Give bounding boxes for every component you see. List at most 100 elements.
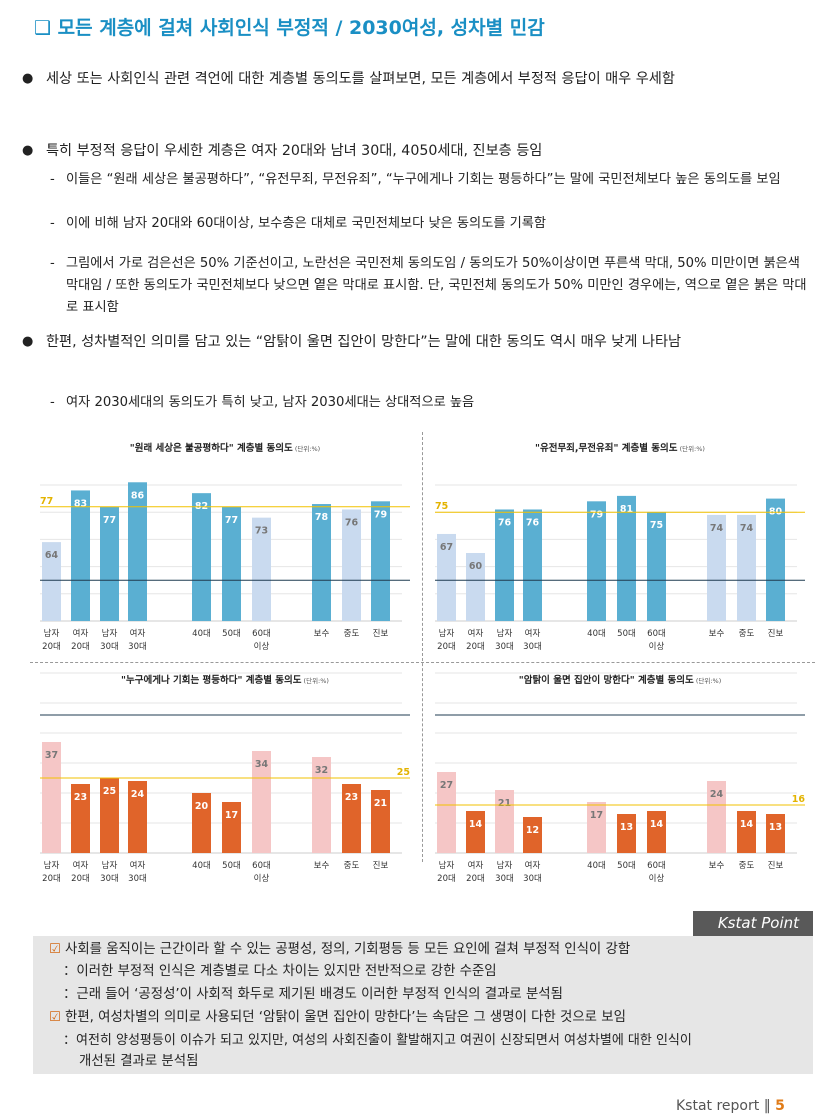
category-label: 남자 <box>497 861 513 871</box>
paragraph-1: ● 세상 또는 사회인식 관련 격언에 대한 계층별 동의도를 살펴보면, 모든… <box>22 66 813 92</box>
data-label: 76 <box>498 517 512 528</box>
kstat-point-tag: Kstat Point <box>693 911 813 936</box>
category-label: 여자 <box>130 628 146 639</box>
data-label: 37 <box>45 750 58 761</box>
category-label: 30대 <box>495 642 514 652</box>
dash-icon: - <box>50 172 55 187</box>
bar <box>466 811 485 853</box>
kstat-line-4-text: 한편, 여성차별의 의미로 사용되던 ‘암탉이 울면 집안이 망한다’는 속담은… <box>65 1010 626 1025</box>
category-label: 60대 <box>252 861 271 871</box>
data-label: 17 <box>225 810 238 821</box>
bar <box>342 784 361 853</box>
data-label: 27 <box>440 780 453 791</box>
bar <box>587 802 606 853</box>
category-label: 여자 <box>73 860 89 871</box>
data-label: 14 <box>740 819 754 830</box>
category-label: 20대 <box>71 642 90 652</box>
kstat-line-6: 개선된 결과로 분석됨 <box>79 1054 199 1069</box>
bar <box>707 514 726 621</box>
bar <box>252 751 271 853</box>
kstat-line-1-text: 사회를 움직이는 근간이라 할 수 있는 공평성, 정의, 기회평등 등 모든 … <box>65 942 631 957</box>
sub-item-1-text: 이들은 “원래 세상은 불공평하다”, “유전무죄, 무전유죄”, “누구에게나… <box>66 172 781 187</box>
category-label: 30대 <box>100 874 119 884</box>
bar <box>587 501 606 621</box>
category-label: 20대 <box>437 874 456 884</box>
data-label: 64 <box>45 550 59 561</box>
chart-unit: (단위:%) <box>694 676 721 685</box>
chart-title: "누구에게나 기회는 평등하다" 계층별 동의도 (단위:%) <box>121 674 329 686</box>
category-label: 여자 <box>130 860 146 871</box>
data-label: 74 <box>740 523 754 534</box>
category-label: 중도 <box>344 861 360 871</box>
category-label: 남자 <box>102 861 118 871</box>
chart-equal-opportunity-svg: "누구에게나 기회는 평등하다" 계층별 동의도 (단위:%) 37 남자 20대 23… <box>40 672 410 884</box>
bar <box>252 517 271 621</box>
data-label: 75 <box>650 520 663 531</box>
kstat-line-4: ☑ 한편, 여성차별의 의미로 사용되던 ‘암탉이 울면 집안이 망한다’는 속담… <box>49 1007 801 1028</box>
category-label: 진보 <box>373 628 389 639</box>
category-label: 여자 <box>525 628 541 639</box>
page-number: 5 <box>775 1098 785 1114</box>
data-label: 83 <box>74 498 87 509</box>
bar <box>71 490 90 621</box>
dash-icon: - <box>50 256 55 271</box>
bar <box>222 802 241 853</box>
chart-divider-horizontal <box>30 662 815 663</box>
reference-label: 77 <box>40 496 53 507</box>
bar <box>707 781 726 853</box>
category-label: 진보 <box>768 860 784 871</box>
category-label: 30대 <box>128 642 147 652</box>
bar <box>437 533 456 621</box>
page-footer: Kstat report ‖ 5 <box>676 1098 785 1114</box>
data-label: 77 <box>225 515 238 526</box>
data-label: 23 <box>74 792 87 803</box>
bullet-icon: ● <box>22 143 34 158</box>
data-label: 13 <box>620 822 633 833</box>
data-label: 86 <box>131 490 145 501</box>
reference-label: 16 <box>792 794 806 805</box>
sub-item-4: - 여자 2030세대의 동의도가 특히 낮고, 남자 2030세대는 상대적으… <box>50 392 813 414</box>
category-label: 남자 <box>439 861 455 871</box>
chart-unit: (단위:%) <box>293 444 320 453</box>
bar <box>647 512 666 621</box>
paragraph-3: ● 한편, 성차별적인 의미를 담고 있는 “암탉이 울면 집안이 망한다”는 … <box>22 329 813 355</box>
chart-hen-crows: "암탉이 울면 집안이 망한다" 계층별 동의도 (단위:%) 27 남자 20대 14… <box>425 664 815 892</box>
dash-icon: - <box>50 395 55 410</box>
bar <box>371 501 390 621</box>
bar <box>100 506 119 621</box>
bar <box>495 509 514 621</box>
bar <box>523 509 542 621</box>
bullet-icon: ● <box>22 334 34 349</box>
bullet-icon: ● <box>22 71 34 86</box>
data-label: 67 <box>440 542 453 553</box>
sub-item-1: - 이들은 “원래 세상은 불공평하다”, “유전무죄, 무전유죄”, “누구에… <box>50 169 813 191</box>
category-label: 30대 <box>100 642 119 652</box>
category-label: 20대 <box>42 874 61 884</box>
chart-unit: (단위:%) <box>678 444 705 453</box>
category-label: 남자 <box>44 861 60 871</box>
data-label: 17 <box>590 810 603 821</box>
category-label: 보수 <box>314 629 330 639</box>
kstat-line-5: ：여전히 양성평등이 이슈가 되고 있지만, 여성의 사회진출이 활발해지고 여… <box>63 1033 692 1048</box>
bar <box>495 790 514 853</box>
category-label: 20대 <box>42 642 61 652</box>
bar <box>100 778 119 853</box>
bar <box>312 757 331 853</box>
reference-label: 25 <box>397 767 410 778</box>
category-label: 30대 <box>495 874 514 884</box>
bar <box>42 742 61 853</box>
category-label: 30대 <box>523 874 542 884</box>
bar <box>617 814 636 853</box>
data-label: 77 <box>103 515 116 526</box>
data-label: 14 <box>650 819 664 830</box>
chart-divider-vertical <box>422 432 423 862</box>
data-label: 13 <box>769 822 782 833</box>
bar <box>128 781 147 853</box>
category-label: 30대 <box>128 874 147 884</box>
data-label: 79 <box>590 509 603 520</box>
dash-icon: - <box>50 216 55 231</box>
kstat-line-1: ☑ 사회를 움직이는 근간이라 할 수 있는 공평성, 정의, 기회평등 등 모든… <box>49 939 801 960</box>
data-label: 76 <box>345 517 359 528</box>
category-label: 이상 <box>649 873 665 884</box>
data-label: 60 <box>469 561 483 572</box>
